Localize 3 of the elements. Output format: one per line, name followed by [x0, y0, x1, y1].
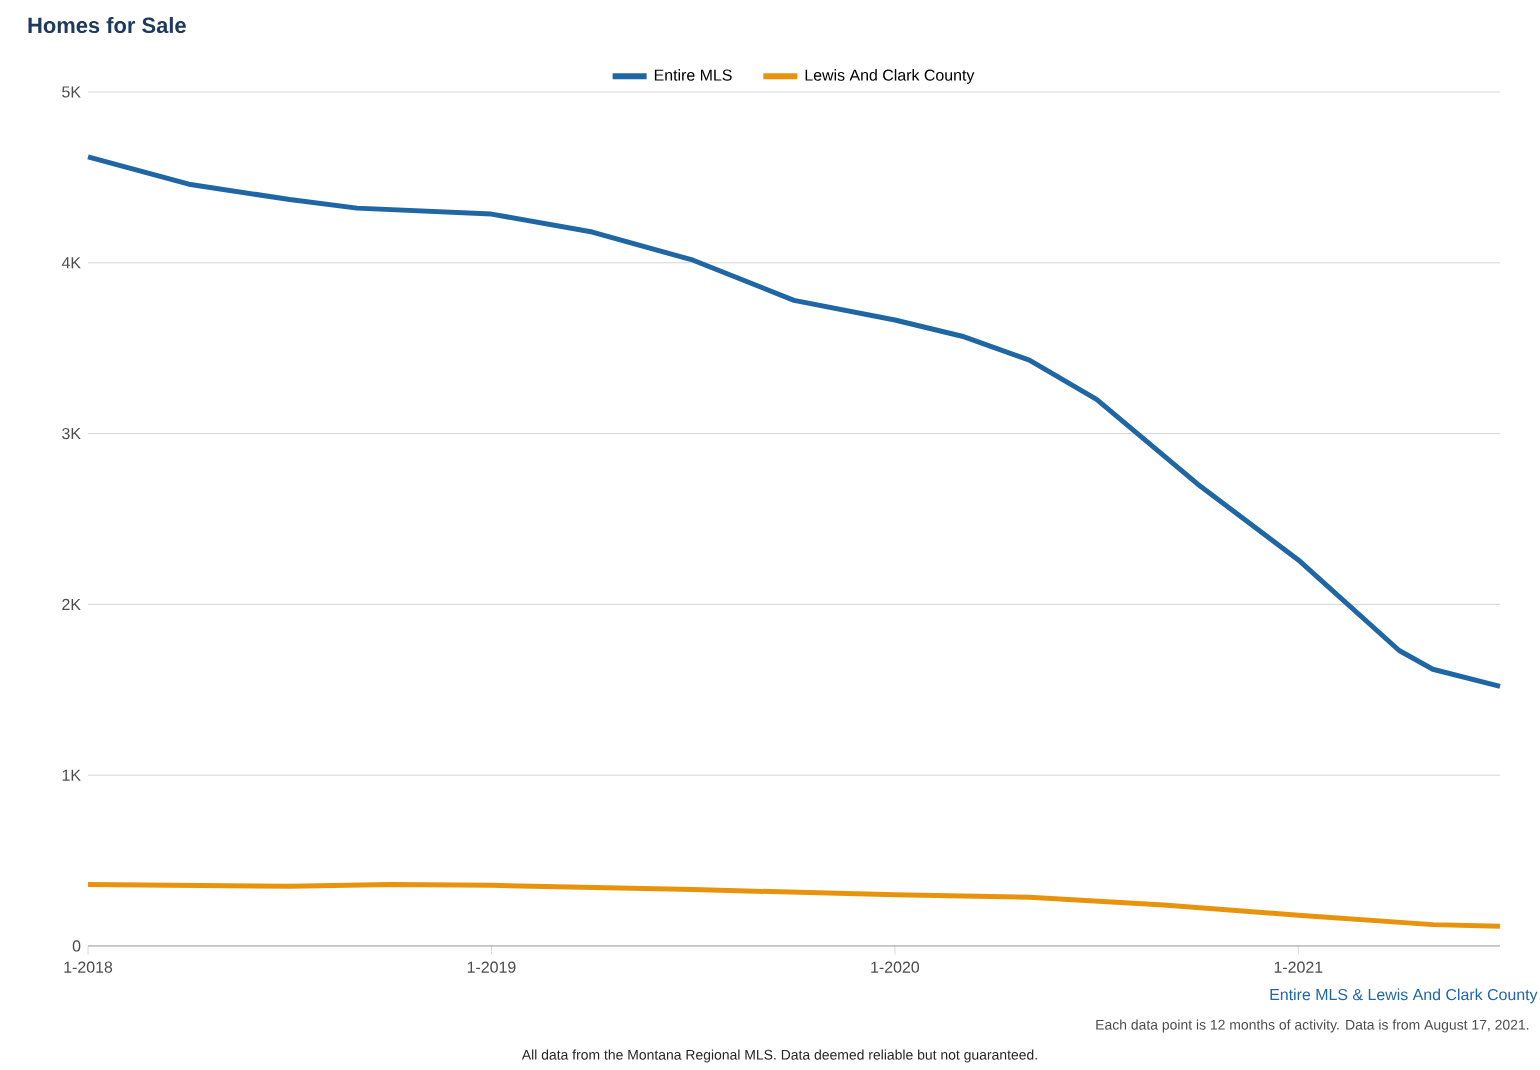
chart-title: Homes for Sale — [28, 17, 186, 34]
line-series — [85, 881, 1503, 929]
line-series — [85, 154, 1503, 689]
